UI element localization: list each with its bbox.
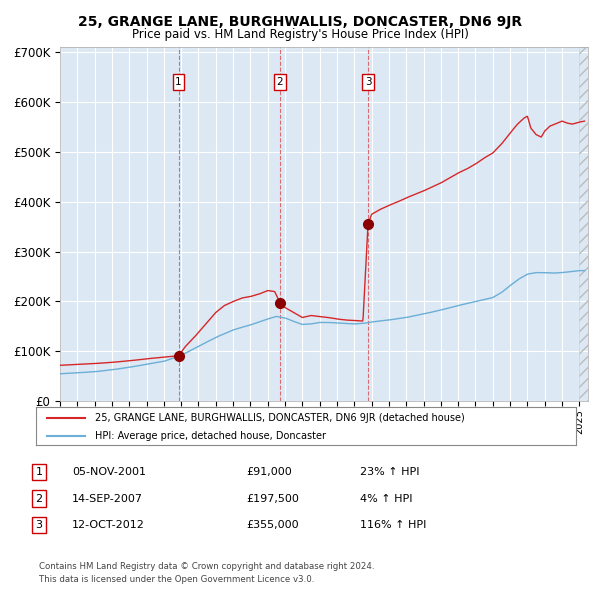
Text: Price paid vs. HM Land Registry's House Price Index (HPI): Price paid vs. HM Land Registry's House … (131, 28, 469, 41)
Text: 25, GRANGE LANE, BURGHWALLIS, DONCASTER, DN6 9JR: 25, GRANGE LANE, BURGHWALLIS, DONCASTER,… (78, 15, 522, 29)
Text: 12-OCT-2012: 12-OCT-2012 (72, 520, 145, 530)
Text: 116% ↑ HPI: 116% ↑ HPI (360, 520, 427, 530)
Text: 2: 2 (277, 77, 283, 87)
Text: 05-NOV-2001: 05-NOV-2001 (72, 467, 146, 477)
Text: 1: 1 (35, 467, 43, 477)
Text: £91,000: £91,000 (246, 467, 292, 477)
Text: 1: 1 (175, 77, 182, 87)
Text: 3: 3 (35, 520, 43, 530)
Text: 14-SEP-2007: 14-SEP-2007 (72, 494, 143, 503)
Text: £197,500: £197,500 (246, 494, 299, 503)
Text: 25, GRANGE LANE, BURGHWALLIS, DONCASTER, DN6 9JR (detached house): 25, GRANGE LANE, BURGHWALLIS, DONCASTER,… (95, 413, 465, 423)
Text: 2: 2 (35, 494, 43, 503)
Text: 23% ↑ HPI: 23% ↑ HPI (360, 467, 419, 477)
Text: £355,000: £355,000 (246, 520, 299, 530)
Text: Contains HM Land Registry data © Crown copyright and database right 2024.: Contains HM Land Registry data © Crown c… (39, 562, 374, 571)
Text: HPI: Average price, detached house, Doncaster: HPI: Average price, detached house, Donc… (95, 431, 326, 441)
Text: This data is licensed under the Open Government Licence v3.0.: This data is licensed under the Open Gov… (39, 575, 314, 584)
Text: 3: 3 (365, 77, 371, 87)
Text: 4% ↑ HPI: 4% ↑ HPI (360, 494, 413, 503)
